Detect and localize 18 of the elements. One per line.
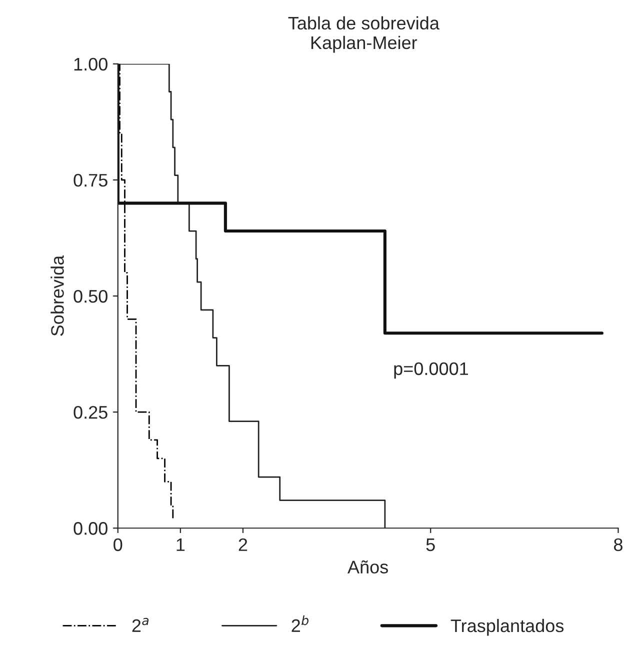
legend-label: Trasplantados [450, 618, 564, 636]
annotation: p=0.0001 [394, 362, 468, 379]
y-tick-label: 0.25 [74, 406, 108, 419]
chart-title: Tabla de sobrevida [288, 16, 440, 30]
y-tick-label: 1.00 [74, 58, 108, 71]
x-tick-label: 5 [426, 538, 435, 552]
y-axis-title: Sobrevida [50, 255, 64, 336]
x-tick-label: 8 [614, 538, 622, 552]
y-tick-label: 0.00 [74, 522, 108, 535]
y-tick-label: 0.50 [74, 290, 108, 303]
x-tick-label: 0 [114, 538, 122, 552]
y-tick-label: 0.75 [74, 174, 108, 187]
legend-label: 2$^{a}$ [132, 618, 149, 632]
chart-subtitle: Kaplan-Meier [311, 36, 418, 53]
x-tick-label: 1 [176, 538, 185, 551]
x-tick-label: 2 [238, 538, 248, 551]
x-axis-title: Años [348, 560, 388, 574]
legend-label: 2$^{b}$ [292, 615, 308, 632]
